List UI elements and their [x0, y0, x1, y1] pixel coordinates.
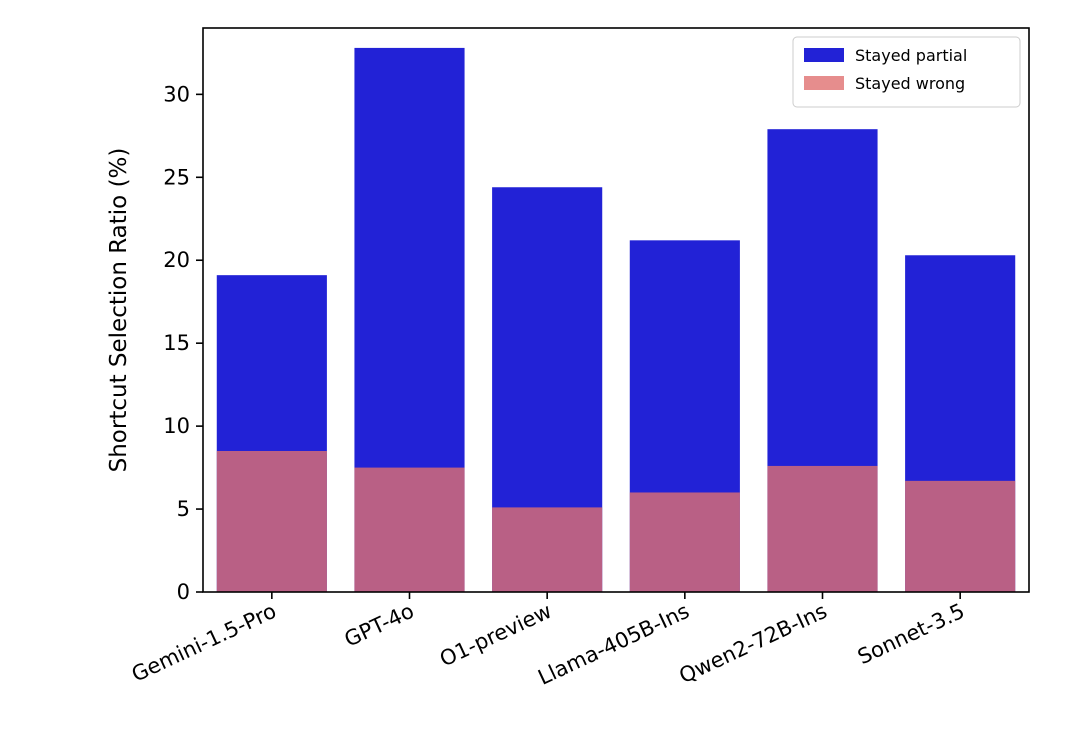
legend-swatch-1 [804, 76, 844, 90]
x-tick-label-3: Llama-405B-Ins [534, 599, 693, 690]
bar-stayed-wrong-5 [905, 480, 1016, 592]
legend-swatch-0 [804, 48, 844, 62]
bars-layer [216, 47, 1016, 592]
x-tick-label-1: GPT-4o [341, 599, 418, 652]
x-tick-label-4: Qwen2-72B-Ins [675, 599, 830, 688]
bar-stayed-wrong-0 [216, 451, 327, 592]
x-tick-label-0: Gemini-1.5-Pro [128, 599, 280, 687]
y-tick-label-2: 10 [163, 414, 190, 438]
legend: Stayed partial Stayed wrong [792, 36, 1021, 108]
x-tick-label-2: O1-preview [436, 599, 555, 672]
bar-stayed-wrong-4 [767, 465, 878, 592]
y-axis-title: Shortcut Selection Ratio (%) [106, 148, 132, 473]
y-tick-label-6: 30 [163, 82, 190, 106]
y-tick-label-4: 20 [163, 248, 190, 272]
x-tick-label-5: Sonnet-3.5 [854, 599, 968, 669]
legend-label-1: Stayed wrong [855, 74, 965, 93]
bar-stayed-wrong-2 [492, 507, 603, 592]
legend-label-0: Stayed partial [855, 46, 967, 65]
y-tick-label-0: 0 [177, 580, 190, 604]
legend-box [792, 36, 1021, 108]
x-axis: Gemini-1.5-Pro GPT-4o O1-previewLlama-405B… [128, 592, 968, 690]
bar-stayed-wrong-3 [629, 492, 740, 592]
plot-frame [202, 27, 1030, 593]
y-tick-label-5: 25 [163, 165, 190, 189]
y-tick-label-3: 15 [163, 331, 190, 355]
bar-stayed-wrong-1 [354, 467, 465, 592]
y-axis: 0 5 10 15 20 25 30 [163, 82, 203, 604]
y-tick-label-1: 5 [177, 497, 190, 521]
